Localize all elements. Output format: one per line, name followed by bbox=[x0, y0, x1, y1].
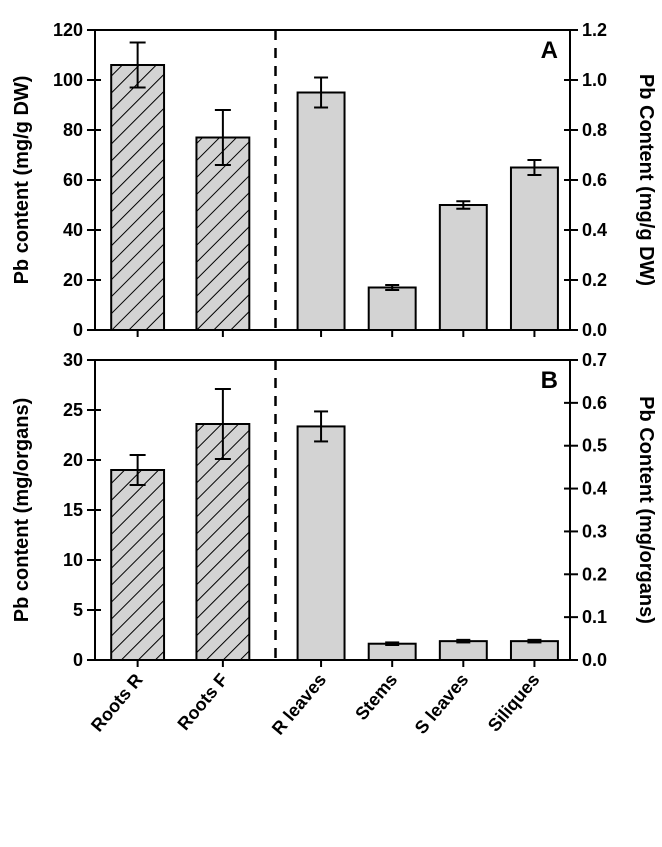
svg-text:40: 40 bbox=[63, 220, 83, 240]
svg-text:0.3: 0.3 bbox=[582, 521, 607, 541]
svg-text:0.4: 0.4 bbox=[582, 220, 607, 240]
svg-text:0.4: 0.4 bbox=[582, 479, 607, 499]
chart-svg: 020406080100120Pb content (mg/g DW)0.00.… bbox=[0, 0, 662, 847]
svg-text:Stems: Stems bbox=[351, 670, 401, 724]
svg-text:0.2: 0.2 bbox=[582, 270, 607, 290]
svg-text:15: 15 bbox=[63, 500, 83, 520]
svg-text:5: 5 bbox=[73, 600, 83, 620]
svg-text:1.0: 1.0 bbox=[582, 70, 607, 90]
svg-text:100: 100 bbox=[53, 70, 83, 90]
svg-text:0.8: 0.8 bbox=[582, 120, 607, 140]
svg-text:0.5: 0.5 bbox=[582, 436, 607, 456]
svg-text:0.7: 0.7 bbox=[582, 350, 607, 370]
svg-text:1.2: 1.2 bbox=[582, 20, 607, 40]
svg-text:20: 20 bbox=[63, 270, 83, 290]
svg-text:60: 60 bbox=[63, 170, 83, 190]
svg-text:25: 25 bbox=[63, 400, 83, 420]
svg-text:0.6: 0.6 bbox=[582, 393, 607, 413]
svg-text:0.1: 0.1 bbox=[582, 607, 607, 627]
svg-text:120: 120 bbox=[53, 20, 83, 40]
svg-text:S leaves: S leaves bbox=[411, 670, 473, 738]
svg-text:30: 30 bbox=[63, 350, 83, 370]
svg-text:Roots F: Roots F bbox=[174, 670, 232, 734]
svg-text:R leaves: R leaves bbox=[268, 670, 330, 739]
svg-text:Pb Content (mg/g DW): Pb Content (mg/g DW) bbox=[635, 74, 657, 286]
svg-text:Siliques: Siliques bbox=[484, 670, 544, 736]
svg-text:0: 0 bbox=[73, 320, 83, 340]
svg-text:B: B bbox=[541, 367, 558, 394]
svg-text:0.0: 0.0 bbox=[582, 650, 607, 670]
svg-text:0.6: 0.6 bbox=[582, 170, 607, 190]
svg-text:80: 80 bbox=[63, 120, 83, 140]
svg-text:0: 0 bbox=[73, 650, 83, 670]
svg-text:10: 10 bbox=[63, 550, 83, 570]
svg-text:0.0: 0.0 bbox=[582, 320, 607, 340]
svg-text:Pb content (mg/g DW): Pb content (mg/g DW) bbox=[11, 76, 33, 285]
svg-text:Roots R: Roots R bbox=[87, 670, 147, 736]
svg-text:Pb content (mg/organs): Pb content (mg/organs) bbox=[11, 398, 33, 622]
svg-text:0.2: 0.2 bbox=[582, 564, 607, 584]
svg-text:20: 20 bbox=[63, 450, 83, 470]
svg-text:Pb Content (mg/organs): Pb Content (mg/organs) bbox=[635, 396, 657, 624]
svg-text:A: A bbox=[541, 37, 558, 64]
figure-root: 020406080100120Pb content (mg/g DW)0.00.… bbox=[0, 0, 662, 847]
